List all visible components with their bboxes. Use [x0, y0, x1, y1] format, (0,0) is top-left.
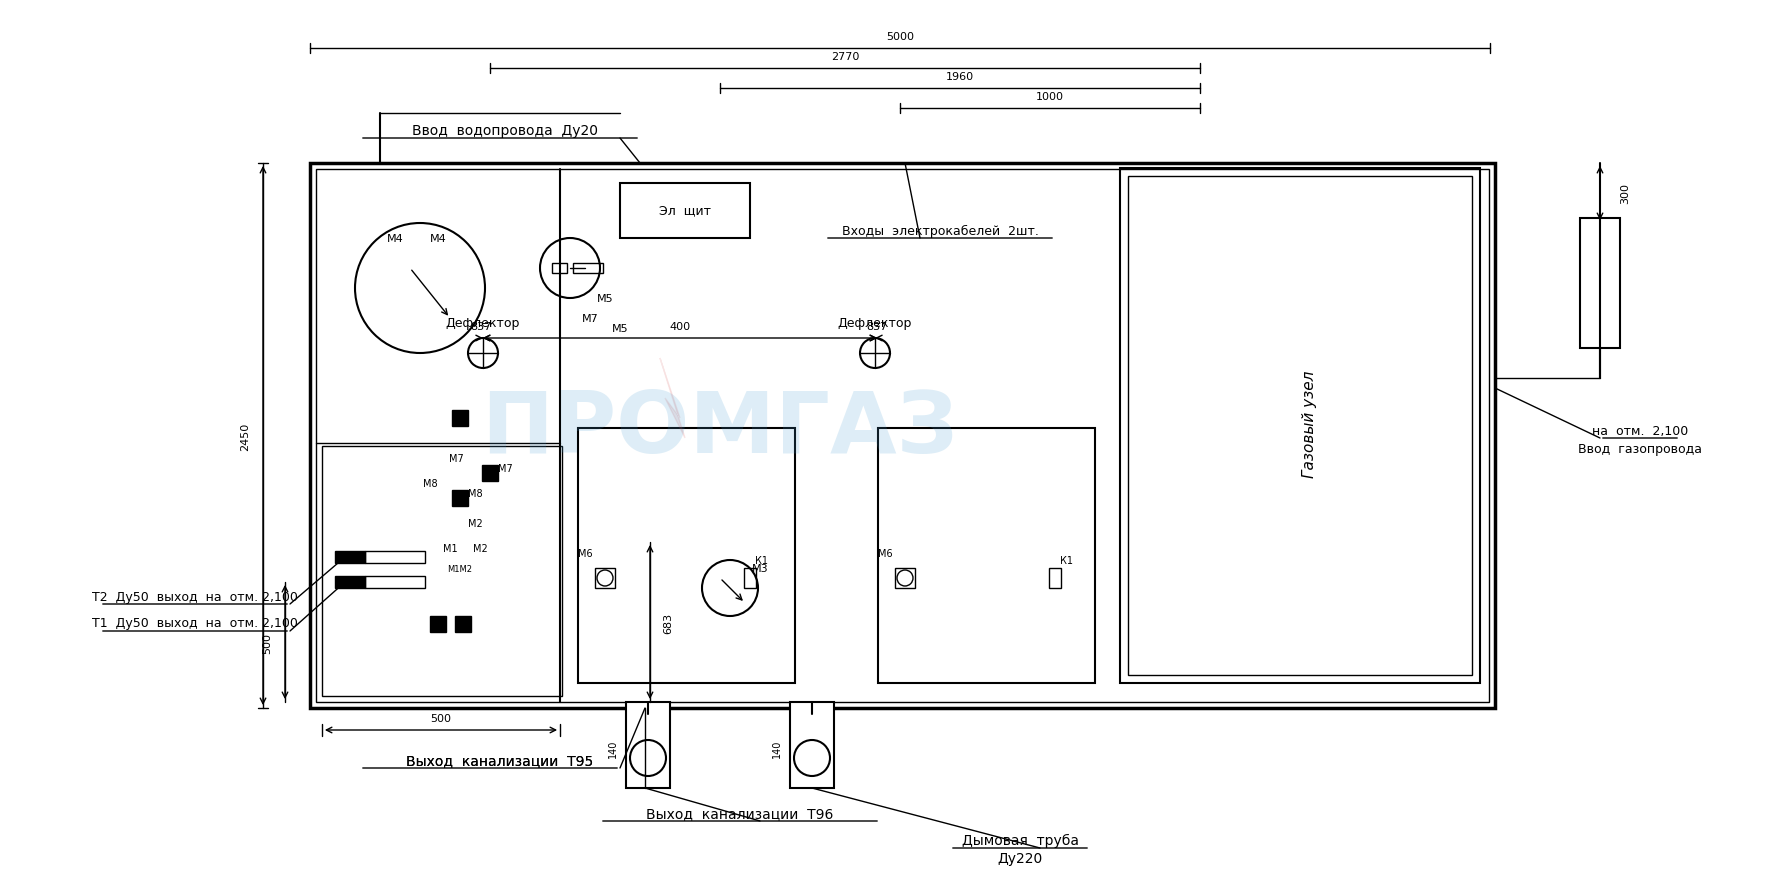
Bar — [1129, 176, 1473, 675]
Text: Газовый узел: Газовый узел — [1302, 370, 1318, 477]
Bar — [877, 428, 1095, 683]
Text: М8: М8 — [424, 479, 438, 488]
Text: М8: М8 — [468, 488, 482, 499]
Bar — [335, 551, 365, 564]
Text: М7: М7 — [448, 453, 462, 464]
Bar — [365, 551, 425, 564]
Text: М6: М6 — [877, 549, 893, 558]
Text: Выход  канализации  Т95: Выход канализации Т95 — [406, 753, 594, 767]
Text: М4: М4 — [431, 234, 447, 244]
Text: М5: М5 — [611, 324, 629, 334]
Text: Выход  канализации  Т96: Выход канализации Т96 — [647, 806, 833, 820]
Text: М7: М7 — [581, 313, 599, 324]
Text: М2: М2 — [468, 518, 482, 529]
Text: 837: 837 — [867, 321, 888, 332]
Text: 683: 683 — [663, 612, 673, 633]
Bar — [335, 576, 365, 588]
Text: М2: М2 — [473, 543, 487, 553]
Text: 5000: 5000 — [886, 32, 914, 42]
Bar — [323, 447, 562, 696]
Text: 140: 140 — [773, 739, 781, 758]
Text: М4: М4 — [386, 234, 404, 244]
Polygon shape — [659, 358, 686, 438]
Text: 140: 140 — [608, 739, 618, 758]
Text: К1: К1 — [755, 556, 769, 565]
Bar — [482, 465, 498, 481]
Bar — [1581, 219, 1620, 349]
Text: ПРОМГАЗ: ПРОМГАЗ — [482, 387, 959, 470]
Text: 2450: 2450 — [239, 422, 250, 450]
Text: 1000: 1000 — [1037, 92, 1063, 102]
Bar — [431, 616, 447, 632]
Text: Выход  канализации  Т95: Выход канализации Т95 — [406, 753, 594, 767]
Bar — [790, 702, 835, 788]
Text: Т2  Ду50  выход  на  отм. 2,100: Т2 Ду50 выход на отм. 2,100 — [92, 590, 298, 603]
Text: Дымовая  труба: Дымовая труба — [962, 833, 1079, 847]
Bar — [572, 263, 602, 274]
Bar — [595, 568, 615, 588]
Bar — [895, 568, 914, 588]
Text: Входы  электрокабелей  2шт.: Входы электрокабелей 2шт. — [842, 224, 1038, 237]
Bar — [626, 702, 670, 788]
Text: М6: М6 — [578, 549, 592, 558]
Bar — [578, 428, 796, 683]
Text: К1: К1 — [1060, 556, 1074, 565]
Text: М3: М3 — [751, 564, 769, 573]
Bar — [744, 568, 757, 588]
Bar — [553, 263, 567, 274]
Text: Ввод  водопровода  Ду20: Ввод водопровода Ду20 — [413, 124, 597, 138]
Bar — [310, 164, 1496, 709]
Bar — [1049, 568, 1061, 588]
Bar — [315, 169, 1488, 702]
Bar — [452, 491, 468, 507]
Text: 300: 300 — [1620, 184, 1630, 205]
Text: Дефлектор: Дефлектор — [447, 317, 521, 330]
Text: 1960: 1960 — [946, 72, 975, 82]
Text: Эл  щит: Эл щит — [659, 205, 711, 217]
Text: на  отм.  2,100: на отм. 2,100 — [1591, 424, 1689, 437]
Text: М1М2: М1М2 — [448, 564, 473, 572]
Text: 500: 500 — [431, 713, 452, 723]
Text: М1: М1 — [443, 543, 457, 553]
Bar — [455, 616, 471, 632]
Text: 837: 837 — [470, 321, 491, 332]
Text: М7: М7 — [498, 464, 512, 473]
Text: 400: 400 — [670, 321, 691, 332]
Bar — [620, 184, 750, 239]
Text: М5: М5 — [597, 293, 613, 304]
Text: Т1  Ду50  выход  на  отм. 2,100: Т1 Ду50 выход на отм. 2,100 — [92, 617, 298, 630]
Text: Ввод  газопровода: Ввод газопровода — [1579, 442, 1701, 455]
Text: Ду220: Ду220 — [998, 851, 1042, 865]
Bar — [1120, 169, 1480, 683]
Text: 500: 500 — [262, 632, 271, 652]
Bar — [365, 576, 425, 588]
Text: Дефлектор: Дефлектор — [838, 317, 913, 330]
Text: 2770: 2770 — [831, 52, 859, 62]
Bar — [452, 411, 468, 427]
